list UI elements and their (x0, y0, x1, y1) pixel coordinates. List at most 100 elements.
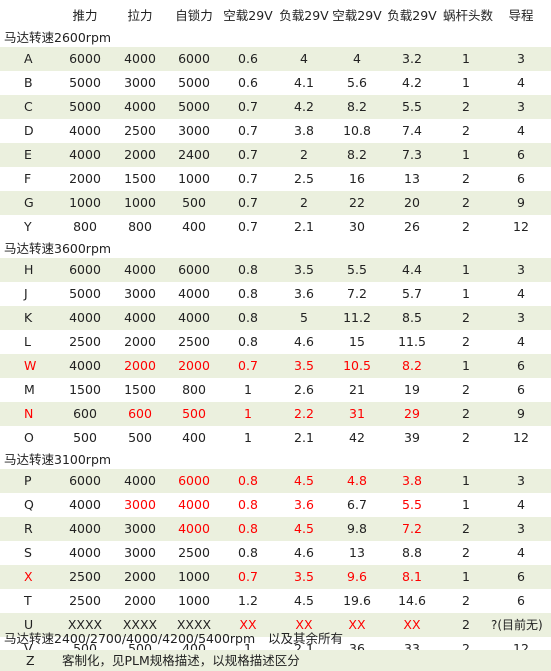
cell-noload-current-2: 8.2 (347, 99, 367, 114)
cell-lead: 4 (517, 497, 525, 512)
header-noload-current-2: 空载29V (332, 8, 382, 23)
cell-lead: 6 (517, 569, 525, 584)
cell-noload-current-1: 1 (244, 406, 252, 421)
cell-self-lock: 5000 (178, 75, 210, 90)
table-row: F 2000 1500 1000 0.7 2.5 16 13 2 6 (0, 167, 551, 191)
cell-load-current-2: XX (403, 617, 421, 632)
cell-lead: 3 (517, 51, 525, 66)
cell-noload-current-1: 0.7 (238, 569, 258, 584)
header-lead: 导程 (508, 8, 534, 23)
cell-pull: 4000 (124, 99, 156, 114)
cell-noload-current-2: 13 (349, 545, 365, 560)
table-row: N 600 600 500 1 2.2 31 29 2 9 (0, 402, 551, 426)
table-row: M 1500 1500 800 1 2.6 21 19 2 6 (0, 378, 551, 402)
cell-worm-starts: 2 (462, 334, 470, 349)
table-row: G 1000 1000 500 0.7 2 22 20 2 9 (0, 191, 551, 215)
cell-noload-current-1: 0.7 (238, 358, 258, 373)
cell-noload-current-1: 0.7 (238, 195, 258, 210)
cell-load-current-1: 3.5 (294, 569, 314, 584)
model-code: F (24, 171, 32, 186)
cell-noload-current-2: 5.6 (347, 75, 367, 90)
cell-worm-starts: 2 (462, 123, 470, 138)
cell-self-lock: 1000 (178, 593, 210, 608)
model-code: Y (24, 219, 32, 234)
table-row: E 4000 2000 2400 0.7 2 8.2 7.3 1 6 (0, 143, 551, 167)
cell-noload-current-2: XX (348, 617, 366, 632)
cell-load-current-2: 5.5 (402, 497, 422, 512)
cell-push: 4000 (69, 310, 101, 325)
cell-worm-starts: 2 (462, 545, 470, 560)
cell-worm-starts: 2 (462, 430, 470, 445)
cell-load-current-2: 11.5 (398, 334, 426, 349)
cell-load-current-2: 8.8 (402, 545, 422, 560)
cell-noload-current-2: 16 (349, 171, 365, 186)
cell-noload-current-2: 10.5 (343, 358, 371, 373)
cell-push: 2500 (69, 569, 101, 584)
cell-push: 4000 (69, 497, 101, 512)
cell-pull: 500 (128, 430, 152, 445)
cell-self-lock: 2500 (178, 334, 210, 349)
cell-noload-current-1: 0.7 (238, 147, 258, 162)
cell-pull: 3000 (124, 497, 156, 512)
cell-self-lock: 3000 (178, 123, 210, 138)
footer-z-id: Z (26, 653, 35, 668)
cell-push: 2000 (69, 171, 101, 186)
cell-push: 5000 (69, 99, 101, 114)
cell-self-lock: 4000 (178, 310, 210, 325)
section-title: 马达转速2600rpm (4, 30, 112, 45)
cell-self-lock: 500 (182, 195, 206, 210)
cell-worm-starts: 1 (462, 497, 470, 512)
footer-others: 以及其余所有 (268, 631, 344, 646)
cell-load-current-1: 4 (300, 51, 308, 66)
model-code: G (24, 195, 34, 210)
cell-load-current-2: 5.5 (402, 99, 422, 114)
cell-lead: 4 (517, 286, 525, 301)
table-row: H 6000 4000 6000 0.8 3.5 5.5 4.4 1 3 (0, 258, 551, 282)
cell-push: XXXX (67, 617, 103, 632)
section-title: 马达转速3100rpm (4, 452, 112, 467)
cell-load-current-2: 20 (404, 195, 420, 210)
cell-load-current-2: 26 (404, 219, 420, 234)
cell-push: 1500 (69, 382, 101, 397)
cell-noload-current-1: 1 (244, 430, 252, 445)
model-code: D (24, 123, 34, 138)
cell-noload-current-1: 0.8 (238, 286, 258, 301)
cell-noload-current-2: 22 (349, 195, 365, 210)
cell-load-current-1: 2.6 (294, 382, 314, 397)
cell-worm-starts: 1 (462, 473, 470, 488)
cell-load-current-2: 4.4 (402, 262, 422, 277)
cell-pull: 2500 (124, 123, 156, 138)
cell-load-current-1: 2.1 (294, 219, 314, 234)
model-code: Q (24, 497, 34, 512)
cell-self-lock: 500 (182, 406, 206, 421)
cell-worm-starts: 2 (462, 171, 470, 186)
cell-pull: 2000 (124, 358, 156, 373)
cell-lead: 3 (517, 310, 525, 325)
cell-lead: 3 (517, 262, 525, 277)
cell-lead: 4 (517, 75, 525, 90)
cell-lead: 9 (517, 406, 525, 421)
cell-noload-current-2: 4 (353, 51, 361, 66)
cell-noload-current-2: 11.2 (343, 310, 371, 325)
cell-noload-current-2: 42 (349, 430, 365, 445)
cell-push: 5000 (69, 75, 101, 90)
cell-lead: 6 (517, 147, 525, 162)
cell-load-current-2: 13 (404, 171, 420, 186)
section-title-row: 马达转速3100rpm (0, 450, 551, 469)
header-load-current-2: 负载29V (387, 8, 437, 23)
cell-self-lock: 6000 (178, 51, 210, 66)
model-code: R (24, 521, 33, 536)
cell-lead: 3 (517, 521, 525, 536)
cell-self-lock: 4000 (178, 497, 210, 512)
cell-lead: 4 (517, 334, 525, 349)
model-code: P (24, 473, 32, 488)
header-pull: 拉力 (127, 8, 153, 23)
cell-load-current-2: 3.2 (402, 51, 422, 66)
cell-pull: 3000 (124, 545, 156, 560)
cell-self-lock: 4000 (178, 521, 210, 536)
cell-pull: 3000 (124, 286, 156, 301)
cell-self-lock: XXXX (176, 617, 212, 632)
cell-lead: 4 (517, 545, 525, 560)
cell-worm-starts: 2 (462, 195, 470, 210)
header-load-current-1: 负载29V (279, 8, 329, 23)
